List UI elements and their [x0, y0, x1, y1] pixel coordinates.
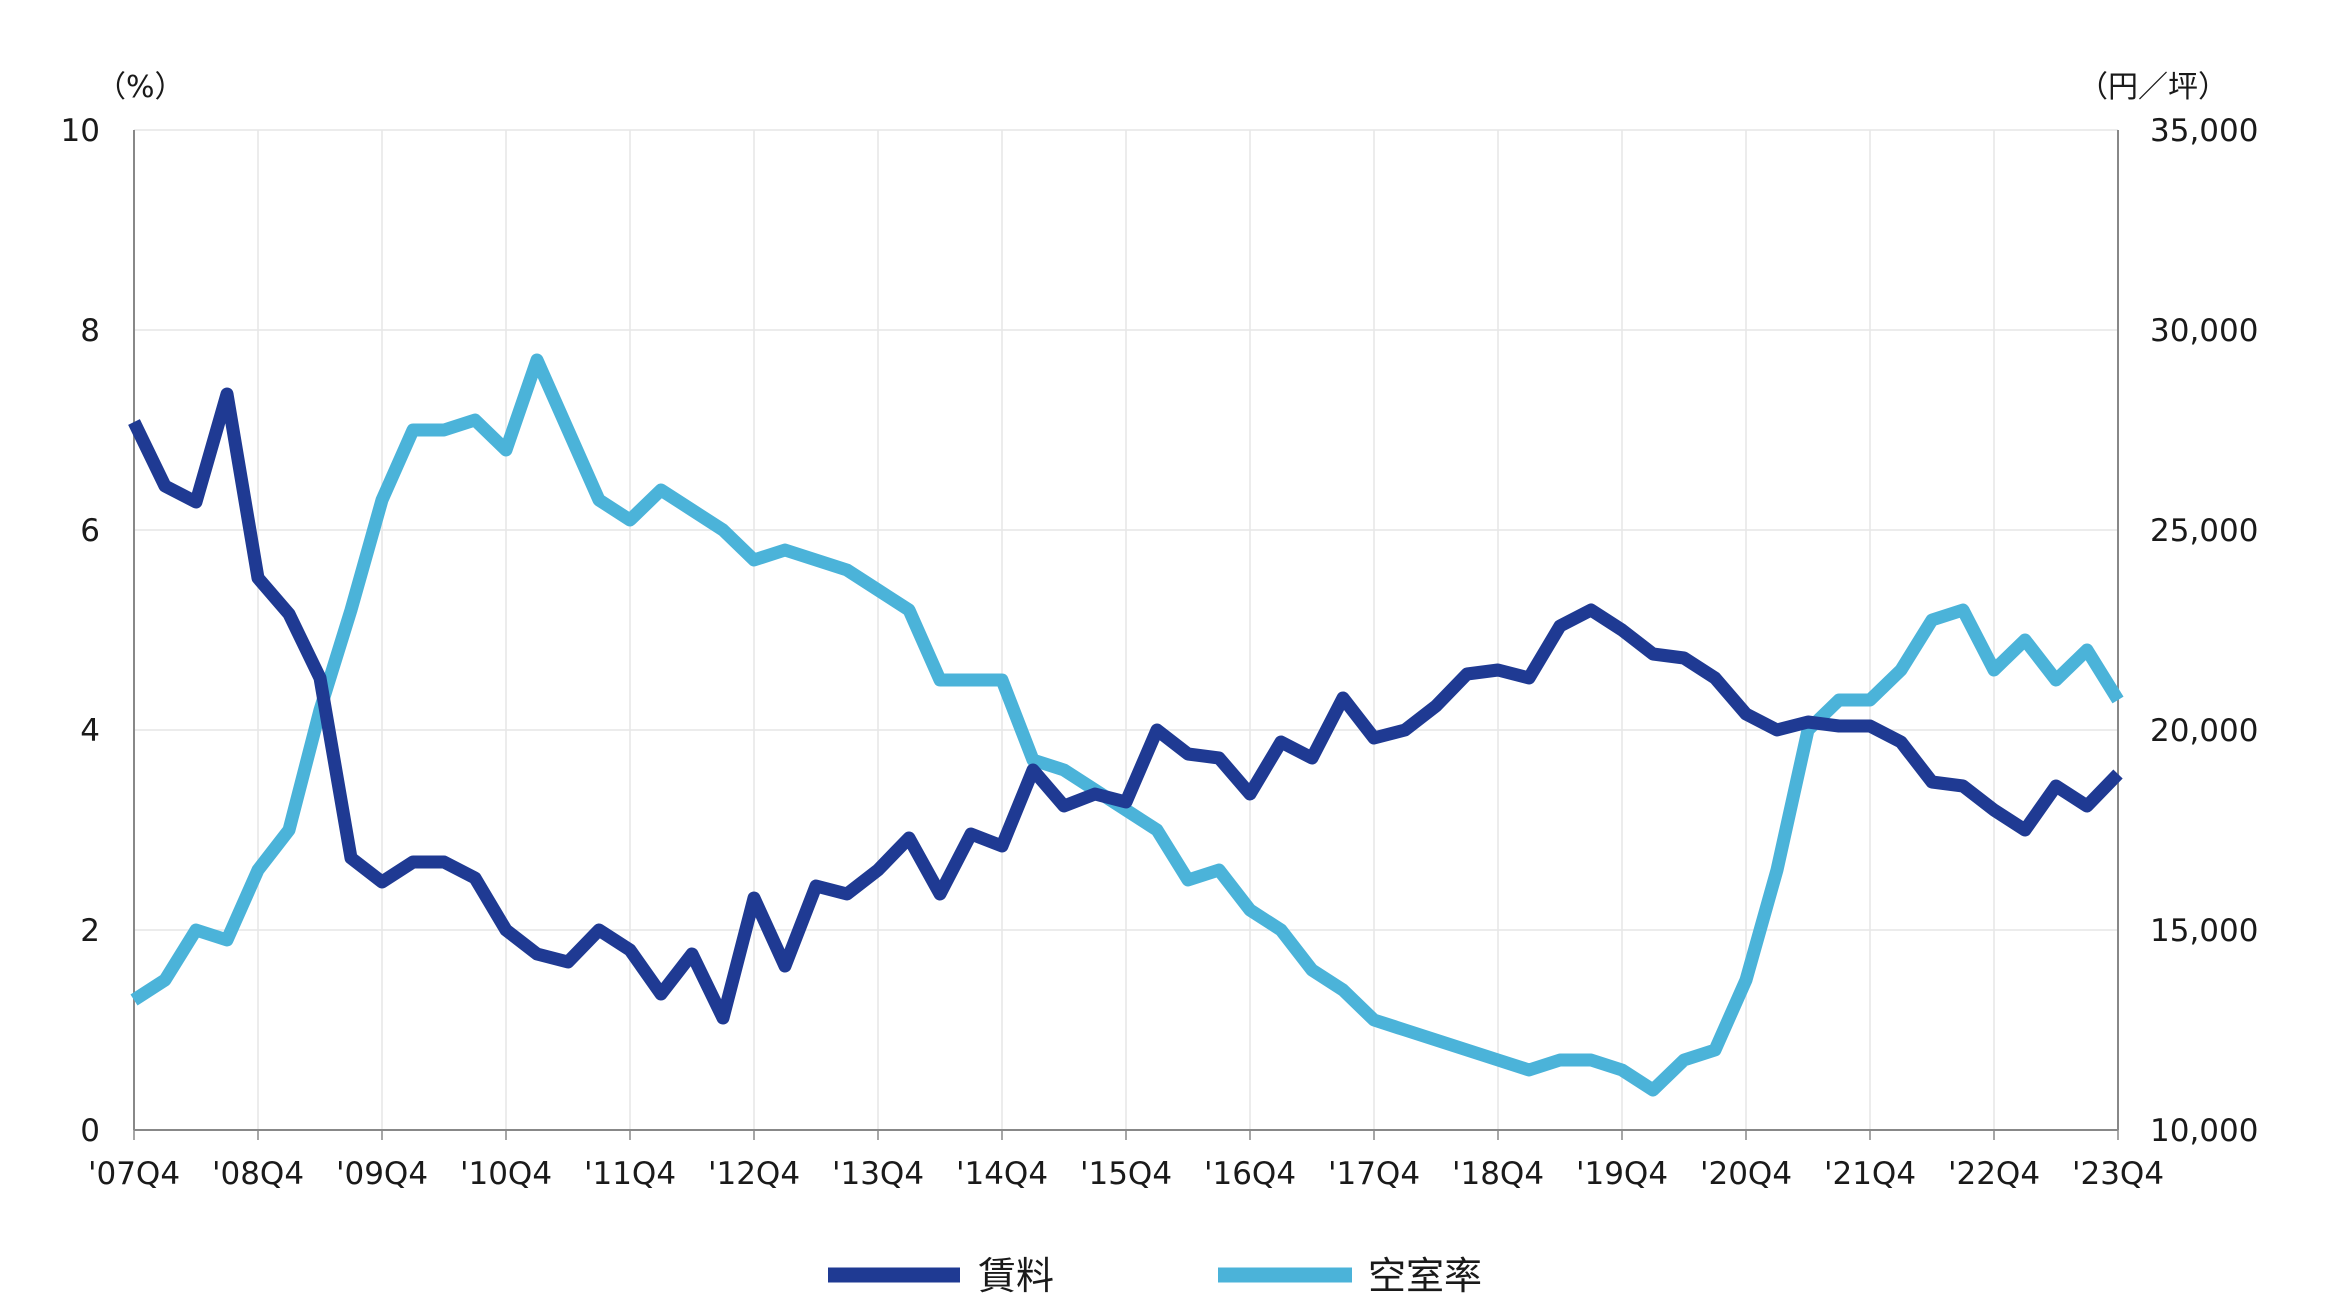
x-tick-label: '22Q4 — [1948, 1156, 2040, 1192]
left-tick-label: 6 — [80, 513, 100, 549]
right-tick-label: 10,000 — [2150, 1113, 2258, 1149]
x-tick-label: '16Q4 — [1204, 1156, 1296, 1192]
legend-label-vacancy: 空室率 — [1368, 1254, 1482, 1298]
legend-label-rent: 賃料 — [978, 1254, 1054, 1298]
left-tick-label: 2 — [80, 913, 100, 949]
right-tick-label: 25,000 — [2150, 513, 2258, 549]
x-tick-label: '15Q4 — [1080, 1156, 1172, 1192]
left-tick-label: 4 — [80, 713, 100, 749]
right-tick-label: 30,000 — [2150, 313, 2258, 349]
x-tick-label: '20Q4 — [1700, 1156, 1792, 1192]
x-tick-label: '21Q4 — [1824, 1156, 1916, 1192]
series-lines — [128, 353, 2124, 1097]
x-tick-label: '10Q4 — [460, 1156, 552, 1192]
x-tick-label: '13Q4 — [832, 1156, 924, 1192]
axes — [133, 130, 2119, 1140]
x-tick-label: '11Q4 — [584, 1156, 676, 1192]
series-line-rent — [128, 387, 2123, 1025]
x-axis-ticks: '07Q4 '08Q4 '09Q4 '10Q4 '11Q4 '12Q4 '13Q4 '14Q4… — [88, 1156, 2164, 1192]
legend: 賃料 空室率 — [828, 1254, 1482, 1298]
left-tick-label: 8 — [80, 313, 100, 349]
left-axis-ticks: 0 2 4 6 8 10 — [61, 113, 100, 1149]
x-tick-label: '09Q4 — [336, 1156, 428, 1192]
x-tick-label: '17Q4 — [1328, 1156, 1420, 1192]
left-tick-label: 0 — [80, 1113, 100, 1149]
x-tick-label: '07Q4 — [88, 1156, 180, 1192]
x-tick-label: '23Q4 — [2072, 1156, 2164, 1192]
left-tick-label: 10 — [61, 113, 100, 149]
right-tick-label: 35,000 — [2150, 113, 2258, 149]
left-axis-unit: （%） — [96, 70, 185, 105]
gridlines — [134, 129, 2118, 1130]
right-axis-unit: （円／坪） — [2078, 70, 2228, 105]
x-tick-label: '18Q4 — [1452, 1156, 1544, 1192]
right-axis-ticks: 10,000 15,000 20,000 25,000 30,000 35,000 — [2150, 113, 2258, 1149]
x-tick-label: '12Q4 — [708, 1156, 800, 1192]
x-tick-label: '14Q4 — [956, 1156, 1048, 1192]
series-line-vacancy — [130, 353, 2124, 1097]
x-tick-label: '08Q4 — [212, 1156, 304, 1192]
x-tick-label: '19Q4 — [1576, 1156, 1668, 1192]
right-tick-label: 20,000 — [2150, 713, 2258, 749]
right-tick-label: 15,000 — [2150, 913, 2258, 949]
